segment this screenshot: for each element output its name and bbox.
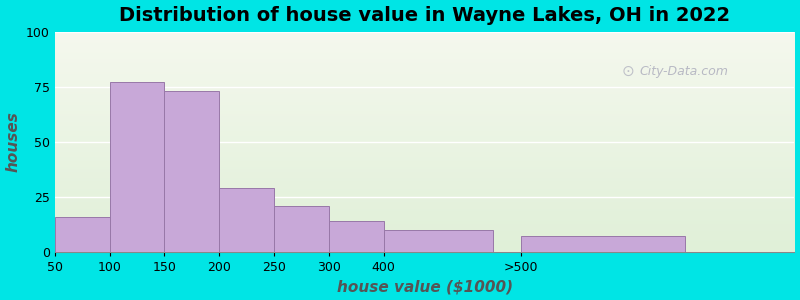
Bar bbox=[55, 217, 110, 252]
Bar bbox=[274, 206, 329, 252]
Title: Distribution of house value in Wayne Lakes, OH in 2022: Distribution of house value in Wayne Lak… bbox=[119, 6, 730, 25]
Text: City-Data.com: City-Data.com bbox=[639, 65, 728, 78]
X-axis label: house value ($1000): house value ($1000) bbox=[337, 279, 513, 294]
Bar bbox=[219, 188, 274, 252]
Bar bbox=[329, 221, 383, 252]
Text: ⊙: ⊙ bbox=[622, 64, 634, 79]
Bar bbox=[521, 236, 685, 252]
Bar bbox=[110, 82, 165, 252]
Y-axis label: houses: houses bbox=[6, 111, 21, 172]
Bar bbox=[383, 230, 493, 252]
Bar bbox=[165, 91, 219, 252]
